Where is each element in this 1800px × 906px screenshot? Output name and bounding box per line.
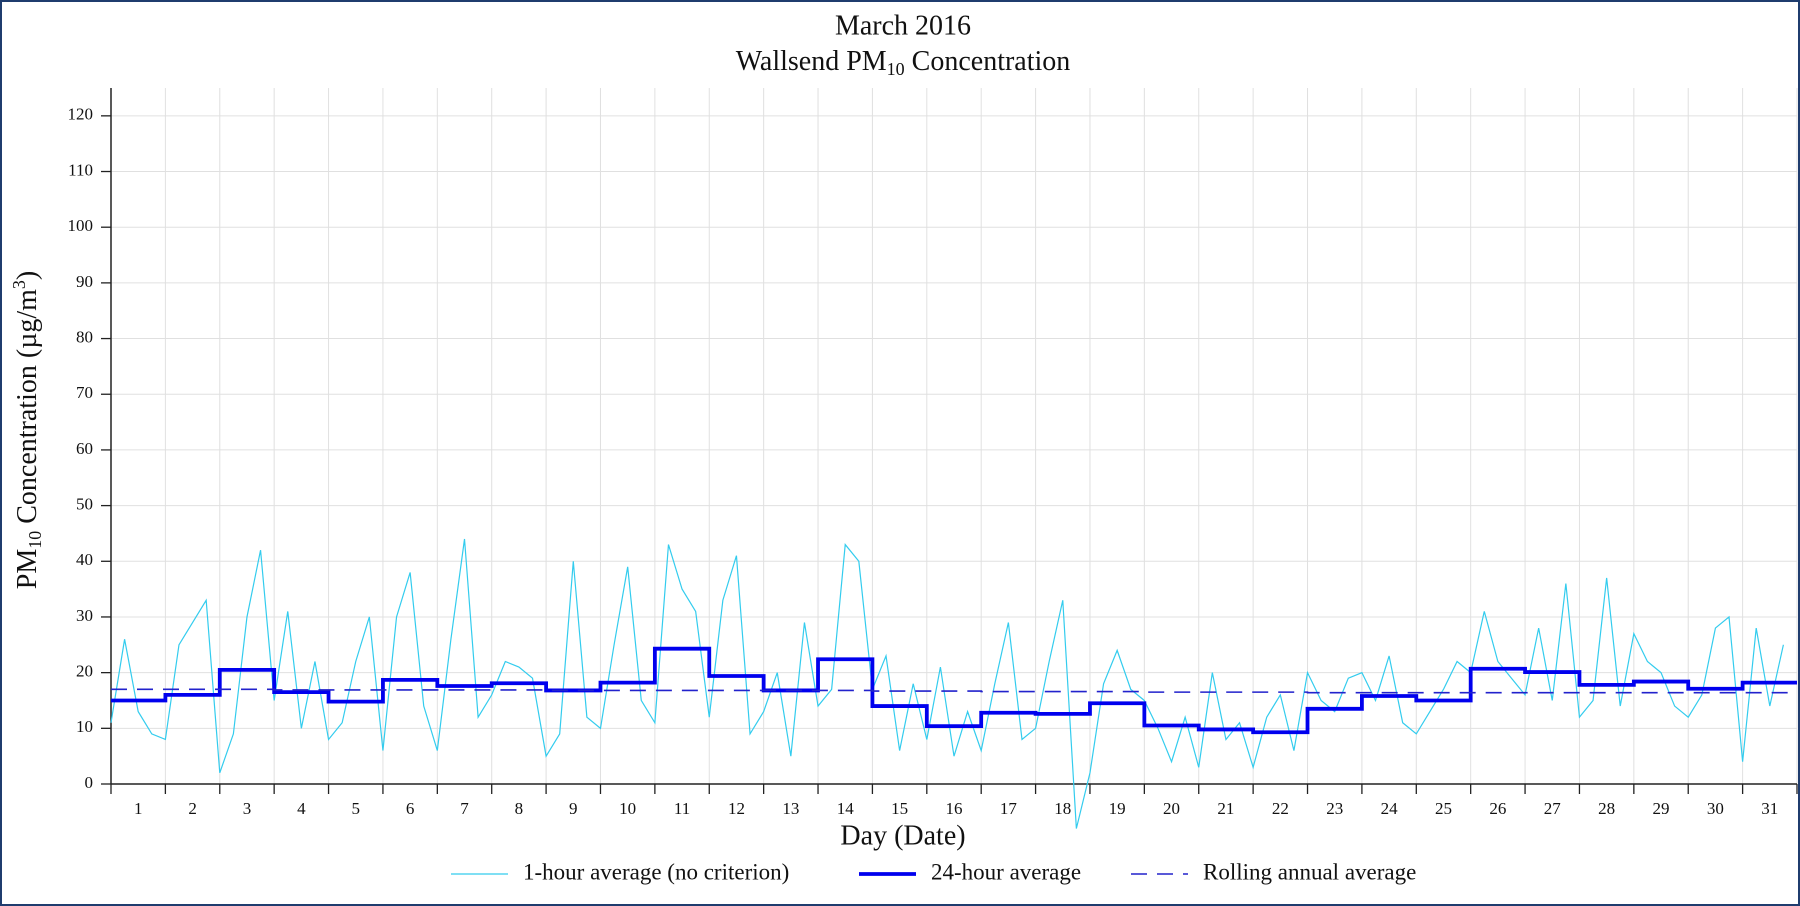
x-tick-label: 9 — [569, 799, 578, 818]
series-line — [111, 688, 1797, 694]
x-tick-label: 29 — [1653, 799, 1670, 818]
x-tick-label: 20 — [1163, 799, 1180, 818]
y-tick-label: 60 — [76, 439, 93, 458]
subtitle-part: Concentration — [905, 46, 1071, 77]
y-tick-label: 20 — [76, 662, 93, 681]
y-tick-label: 70 — [76, 383, 93, 402]
x-tick-label: 2 — [188, 799, 197, 818]
x-tick-label: 25 — [1435, 799, 1452, 818]
x-tick-label: 6 — [406, 799, 415, 818]
series-line — [111, 646, 1797, 735]
y-tick-label: 50 — [76, 495, 93, 514]
ylabel-superscript: 3 — [9, 280, 29, 289]
x-tick-label: 17 — [1000, 799, 1018, 818]
x-tick-label: 18 — [1054, 799, 1071, 818]
x-tick-label: 12 — [728, 799, 745, 818]
x-tick-label: 8 — [515, 799, 524, 818]
x-tick-label: 16 — [946, 799, 963, 818]
subtitle-subscript: 10 — [887, 59, 905, 79]
ylabel-part: Concentration (µg/m — [12, 289, 43, 531]
x-tick-label: 28 — [1598, 799, 1615, 818]
x-tick-label: 4 — [297, 799, 306, 818]
x-tick-label: 27 — [1544, 799, 1562, 818]
ylabel-part: PM — [12, 549, 43, 590]
x-tick-label: 3 — [243, 799, 252, 818]
x-tick-label: 11 — [674, 799, 690, 818]
x-tick-label: 31 — [1761, 799, 1778, 818]
x-tick-label: 23 — [1326, 799, 1343, 818]
y-tick-label: 100 — [68, 216, 94, 235]
y-tick-label: 80 — [76, 327, 93, 346]
x-tick-label: 19 — [1109, 799, 1126, 818]
y-tick-label: 30 — [76, 606, 93, 625]
x-tick-label: 30 — [1707, 799, 1724, 818]
x-tick-label: 5 — [351, 799, 360, 818]
y-axis-label: PM10 Concentration (µg/m3) — [9, 271, 45, 589]
ylabel-subscript: 10 — [25, 531, 45, 549]
x-tick-label: 26 — [1489, 799, 1506, 818]
chart-title: March 2016 — [835, 10, 971, 41]
legend-label: 24-hour average — [931, 859, 1081, 884]
legend-label: 1-hour average (no criterion) — [523, 859, 789, 884]
x-tick-label: 7 — [460, 799, 469, 818]
x-tick-label: 22 — [1272, 799, 1289, 818]
y-tick-label: 110 — [68, 160, 93, 179]
x-tick-label: 24 — [1381, 799, 1399, 818]
y-tick-label: 120 — [68, 105, 94, 124]
x-tick-label: 10 — [619, 799, 636, 818]
legend-label: Rolling annual average — [1203, 859, 1416, 884]
y-tick-label: 90 — [76, 272, 93, 291]
ylabel-part: ) — [12, 271, 43, 280]
y-tick-label: 10 — [76, 717, 93, 736]
chart-subtitle: Wallsend PM10 Concentration — [736, 46, 1071, 79]
y-tick-label: 0 — [85, 773, 94, 792]
x-tick-label: 14 — [837, 799, 855, 818]
x-tick-label: 13 — [782, 799, 799, 818]
x-tick-label: 21 — [1217, 799, 1234, 818]
x-tick-label: 1 — [134, 799, 143, 818]
x-axis-label: Day (Date) — [840, 820, 965, 851]
y-tick-label: 40 — [76, 550, 93, 569]
x-tick-label: 15 — [891, 799, 908, 818]
subtitle-part: Wallsend PM — [736, 46, 887, 77]
